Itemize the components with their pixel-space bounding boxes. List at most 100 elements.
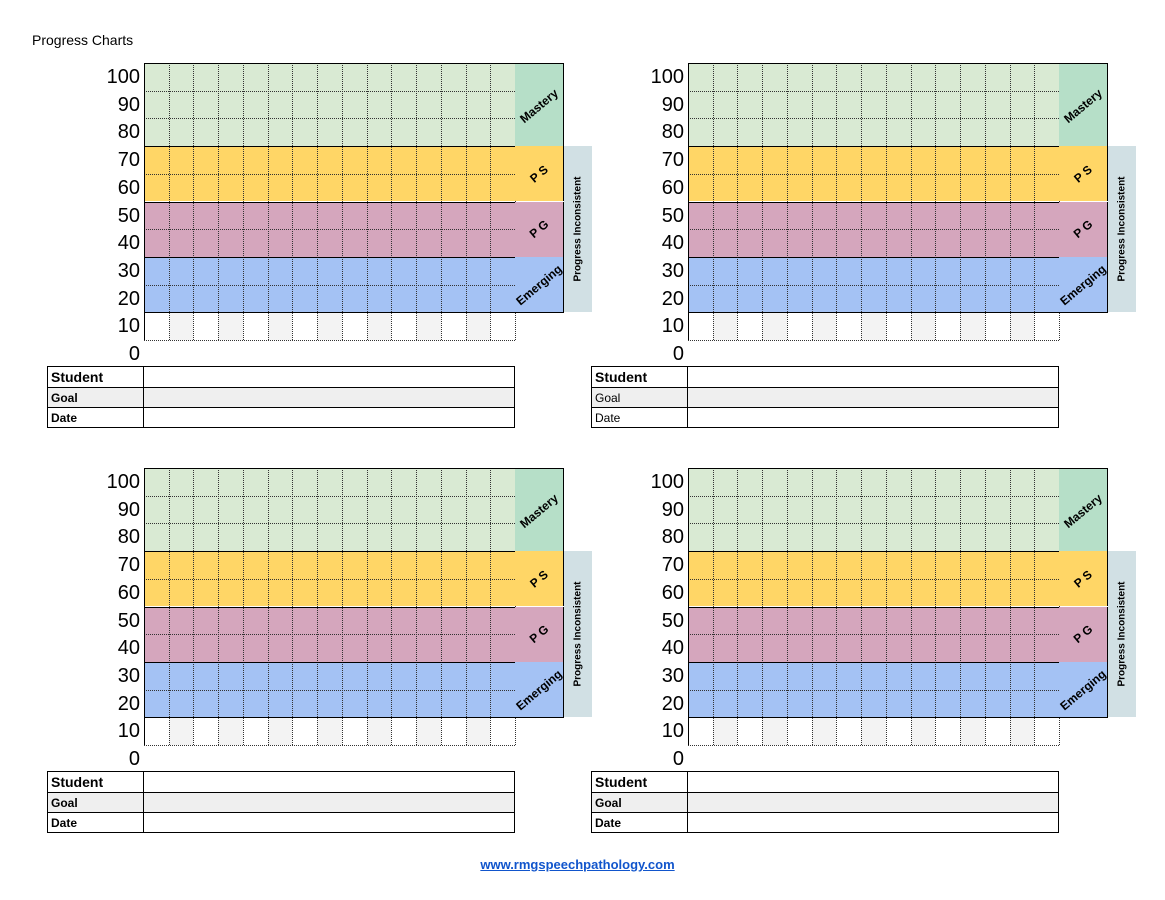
- grid-top-border: [688, 63, 1059, 64]
- zone-mastery-label: Mastery: [1061, 85, 1105, 126]
- zone-progress-inconsistent: Progress Inconsistent: [1108, 551, 1136, 718]
- goal-field[interactable]: [143, 792, 515, 813]
- grid-row-line: [144, 606, 515, 608]
- zone-emerging: Emerging: [1059, 661, 1108, 719]
- grid-row-line: [144, 173, 515, 175]
- grid-row-line: [144, 689, 515, 691]
- zone-mastery-label: Mastery: [517, 490, 561, 531]
- info-row-goal: Goal: [47, 387, 515, 408]
- chart-grid[interactable]: [144, 468, 516, 746]
- student-field[interactable]: [687, 771, 1059, 793]
- info-row-student: Student: [591, 771, 1059, 793]
- info-row-date: Date: [47, 812, 515, 833]
- y-axis-label: 0: [672, 748, 684, 770]
- y-axis-label: 90: [661, 93, 684, 116]
- zone-ps: P S: [515, 146, 564, 202]
- band-ps: [144, 146, 515, 202]
- y-axis-label: 40: [117, 232, 140, 255]
- grid-row-line: [144, 717, 515, 719]
- band-ps: [144, 551, 515, 607]
- grid-row-line: [688, 284, 1059, 286]
- y-axis-label: 80: [117, 526, 140, 549]
- zone-emerging-label: Emerging: [1059, 666, 1108, 713]
- grid-row-line: [144, 284, 515, 286]
- date-field[interactable]: [143, 812, 515, 833]
- grid-row-line: [688, 551, 1059, 553]
- zone-pg: P G: [1059, 201, 1108, 257]
- grid-left-border: [144, 468, 145, 745]
- zone-ps-label: P S: [1071, 162, 1095, 186]
- y-axis-label: 50: [117, 609, 140, 632]
- zone-ps-label: P S: [527, 567, 551, 591]
- zone-progress-inconsistent: Progress Inconsistent: [564, 146, 592, 313]
- progress-inconsistent-label: Progress Inconsistent: [1116, 581, 1128, 687]
- goal-field[interactable]: [143, 387, 515, 408]
- zone-progress-inconsistent: Progress Inconsistent: [564, 551, 592, 718]
- grid-row-line: [688, 634, 1059, 636]
- date-label: Date: [47, 812, 144, 833]
- grid-row-line: [688, 495, 1059, 497]
- date-field[interactable]: [143, 407, 515, 428]
- date-field[interactable]: [687, 812, 1059, 833]
- info-row-goal: Goal: [47, 792, 515, 813]
- zone-emerging: Emerging: [515, 256, 564, 314]
- y-axis-label: 30: [117, 259, 140, 282]
- y-axis-label: 70: [661, 149, 684, 172]
- y-axis-label: 100: [106, 471, 140, 493]
- progress-inconsistent-label: Progress Inconsistent: [572, 176, 584, 282]
- y-axis-label: 80: [117, 121, 140, 144]
- band-emerging: [688, 256, 1059, 313]
- zone-ps: P S: [515, 551, 564, 607]
- chart-grid[interactable]: [688, 468, 1060, 746]
- student-info-table: Student Goal Date: [47, 366, 515, 428]
- grid-row-line: [144, 201, 515, 203]
- student-field[interactable]: [143, 366, 515, 388]
- zone-pg-label: P G: [1070, 217, 1096, 242]
- zone-emerging-label: Emerging: [515, 261, 564, 308]
- footer-link[interactable]: www.rmgspeechpathology.com: [480, 857, 675, 872]
- info-row-goal: Goal: [591, 387, 1059, 408]
- grid-row-line: [144, 312, 515, 314]
- grid-left-border: [688, 63, 689, 340]
- student-field[interactable]: [687, 366, 1059, 388]
- y-axis-label: 100: [650, 66, 684, 88]
- y-axis-label: 70: [117, 149, 140, 172]
- y-axis-label: 70: [117, 554, 140, 577]
- y-axis-label: 20: [661, 692, 684, 715]
- band-mastery: [688, 63, 1059, 147]
- info-row-date: Date: [47, 407, 515, 428]
- band-emerging: [144, 661, 515, 718]
- grid-left-border: [688, 468, 689, 745]
- grid-row-line: [688, 340, 1059, 341]
- zone-ps: P S: [1059, 146, 1108, 202]
- zone-pg-label: P G: [526, 622, 552, 647]
- zone-pg: P G: [1059, 606, 1108, 662]
- info-row-date: Date: [591, 407, 1059, 428]
- student-info-table: Student Goal Date: [591, 771, 1059, 833]
- student-label: Student: [47, 366, 144, 388]
- chart-grid[interactable]: [144, 63, 516, 341]
- goal-field[interactable]: [687, 387, 1059, 408]
- info-row-date: Date: [591, 812, 1059, 833]
- y-axis-label: 10: [117, 720, 140, 743]
- student-label: Student: [47, 771, 144, 793]
- chart-grid[interactable]: [688, 63, 1060, 341]
- info-row-student: Student: [47, 771, 515, 793]
- student-info-table: Student Goal Date: [591, 366, 1059, 428]
- progress-inconsistent-label: Progress Inconsistent: [1116, 176, 1128, 282]
- zone-pg-label: P G: [1070, 622, 1096, 647]
- goal-field[interactable]: [687, 792, 1059, 813]
- date-field[interactable]: [687, 407, 1059, 428]
- zone-mastery-label: Mastery: [517, 85, 561, 126]
- zone-ps-label: P S: [527, 162, 551, 186]
- band-mastery: [144, 63, 515, 147]
- student-field[interactable]: [143, 771, 515, 793]
- y-axis-label: 60: [117, 176, 140, 199]
- zone-ps-label: P S: [1071, 567, 1095, 591]
- progress-inconsistent-label: Progress Inconsistent: [572, 581, 584, 687]
- zone-mastery: Mastery: [515, 63, 564, 148]
- y-axis-label: 10: [117, 315, 140, 338]
- grid-left-border: [144, 63, 145, 340]
- y-axis-label: 0: [672, 343, 684, 365]
